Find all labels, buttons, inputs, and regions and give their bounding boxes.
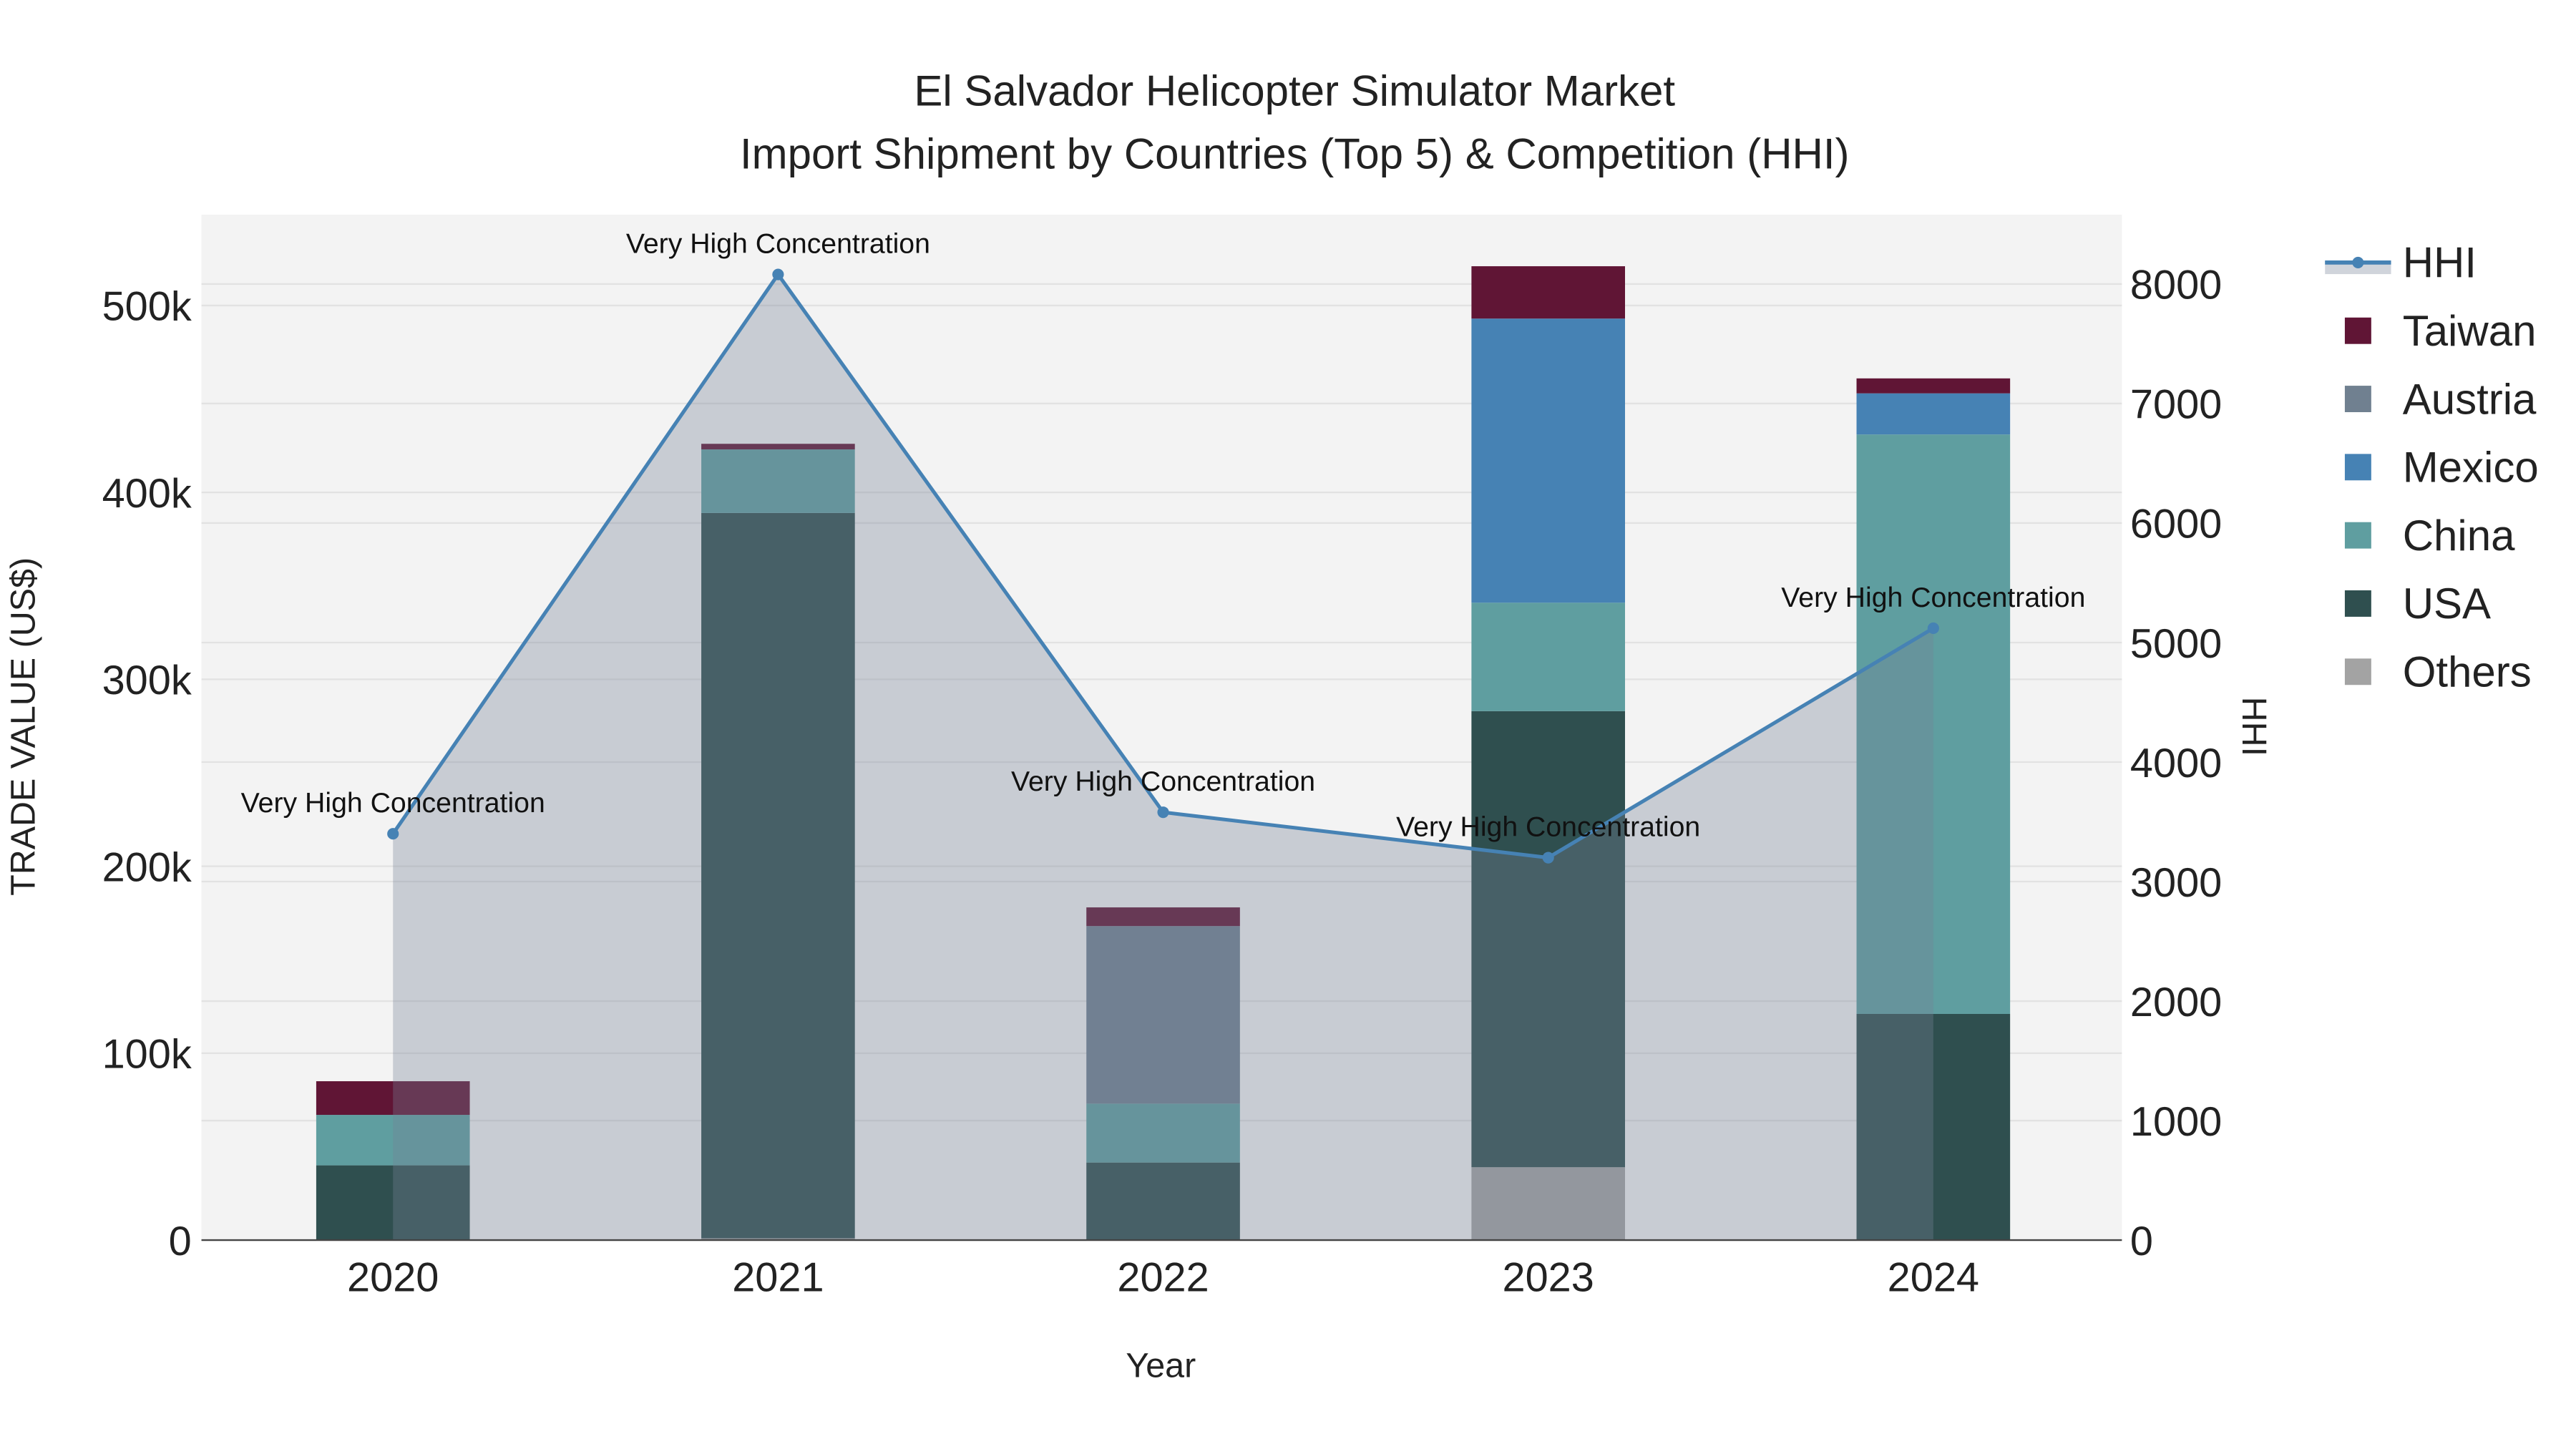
legend-label-usa: USA bbox=[2403, 580, 2491, 628]
legend-label-austria: Austria bbox=[2403, 375, 2537, 423]
x-tick-label: 2024 bbox=[1888, 1255, 1979, 1301]
bar-taiwan-2023 bbox=[1471, 266, 1625, 319]
hhi-point-2022 bbox=[1157, 806, 1169, 819]
y2-axis-ticks: 0 1000 2000 3000 4000 5000 6000 7000 8000 bbox=[2130, 263, 2222, 1264]
bar-taiwan-2021 bbox=[701, 444, 855, 450]
hhi-annotation: Very High Concentration bbox=[1011, 766, 1315, 797]
hhi-point-2023 bbox=[1542, 852, 1554, 864]
legend-swatch-mexico bbox=[2344, 454, 2371, 481]
chart-title-line2: Import Shipment by Countries (Top 5) & C… bbox=[740, 130, 1850, 177]
y2-tick-label: 2000 bbox=[2130, 980, 2222, 1025]
hhi-annotation: Very High Concentration bbox=[1396, 811, 1700, 843]
y2-tick-label: 8000 bbox=[2130, 263, 2222, 308]
hhi-series: Very High Concentration Very High Concent… bbox=[241, 228, 2085, 1241]
y-tick-label: 100k bbox=[102, 1032, 192, 1078]
hhi-annotation: Very High Concentration bbox=[626, 228, 930, 260]
hhi-area bbox=[393, 274, 1933, 1241]
bar-usa-2022 bbox=[1086, 1162, 1240, 1241]
legend-label-others: Others bbox=[2403, 648, 2532, 696]
x-tick-label: 2021 bbox=[732, 1255, 824, 1301]
bar-usa-2024 bbox=[1856, 1013, 2011, 1241]
y2-tick-label: 1000 bbox=[2130, 1099, 2222, 1145]
legend-label-taiwan: Taiwan bbox=[2403, 307, 2537, 355]
y-tick-label: 0 bbox=[169, 1219, 192, 1264]
bar-mexico-2024 bbox=[1856, 393, 2011, 435]
x-tick-label: 2022 bbox=[1117, 1255, 1209, 1301]
bar-china-2023 bbox=[1471, 602, 1625, 711]
hhi-point-2021 bbox=[772, 268, 784, 280]
chart-title-line1: El Salvador Helicopter Simulator Market bbox=[914, 67, 1675, 115]
y-tick-label: 300k bbox=[102, 658, 192, 703]
y2-tick-label: 3000 bbox=[2130, 860, 2222, 906]
y2-tick-label: 6000 bbox=[2130, 502, 2222, 547]
y2-axis-title: HHI bbox=[2235, 697, 2273, 756]
bar-taiwan-2020 bbox=[316, 1081, 470, 1116]
y-tick-label: 200k bbox=[102, 844, 192, 890]
bar-others-2023 bbox=[1471, 1167, 1625, 1241]
y-tick-label: 400k bbox=[102, 471, 192, 517]
legend-swatch-others bbox=[2344, 658, 2371, 686]
hhi-point-2024 bbox=[1927, 622, 1939, 635]
bars bbox=[316, 266, 2011, 1241]
hhi-annotation: Very High Concentration bbox=[241, 787, 545, 819]
bar-taiwan-2022 bbox=[1086, 907, 1240, 927]
y-tick-label: 500k bbox=[102, 284, 192, 330]
legend: HHI Taiwan Austria Mexico China USA Others bbox=[2325, 239, 2539, 696]
y2-tick-label: 4000 bbox=[2130, 741, 2222, 786]
legend-swatch-usa bbox=[2344, 590, 2371, 617]
hhi-annotation: Very High Concentration bbox=[1781, 582, 2085, 613]
x-axis-ticks: 2020 2021 2022 2023 2024 bbox=[347, 1255, 1979, 1301]
y2-tick-label: 5000 bbox=[2130, 621, 2222, 667]
y-axis-title: TRADE VALUE (US$) bbox=[4, 557, 42, 896]
gridlines bbox=[201, 283, 2122, 1122]
y2-tick-label: 7000 bbox=[2130, 382, 2222, 428]
bar-others-2021 bbox=[701, 1238, 855, 1241]
legend-label-mexico: Mexico bbox=[2403, 444, 2539, 492]
bar-usa-2023 bbox=[1471, 711, 1625, 1168]
x-axis-title: Year bbox=[1126, 1347, 1196, 1385]
bar-austria-2022 bbox=[1086, 926, 1240, 1104]
legend-label-hhi: HHI bbox=[2403, 239, 2477, 287]
bar-china-2021 bbox=[701, 449, 855, 513]
bar-usa-2020 bbox=[316, 1165, 470, 1241]
bar-china-2022 bbox=[1086, 1103, 1240, 1163]
legend-swatch-taiwan bbox=[2344, 317, 2371, 344]
legend-swatch-austria bbox=[2344, 386, 2371, 412]
legend-swatch-china bbox=[2344, 522, 2371, 549]
bar-china-2024 bbox=[1856, 434, 2011, 1014]
bar-usa-2021 bbox=[701, 512, 855, 1239]
y-axis-ticks: 0 100k 200k 300k 400k 500k bbox=[102, 284, 192, 1264]
hhi-point-2020 bbox=[387, 828, 399, 840]
bar-mexico-2023 bbox=[1471, 318, 1625, 603]
legend-label-china: China bbox=[2403, 512, 2515, 560]
legend-hhi-marker bbox=[2352, 256, 2364, 268]
x-tick-label: 2020 bbox=[347, 1255, 439, 1301]
y2-tick-label: 0 bbox=[2130, 1219, 2153, 1264]
bar-taiwan-2024 bbox=[1856, 378, 2011, 394]
x-tick-label: 2023 bbox=[1503, 1255, 1594, 1301]
bar-china-2020 bbox=[316, 1115, 470, 1166]
